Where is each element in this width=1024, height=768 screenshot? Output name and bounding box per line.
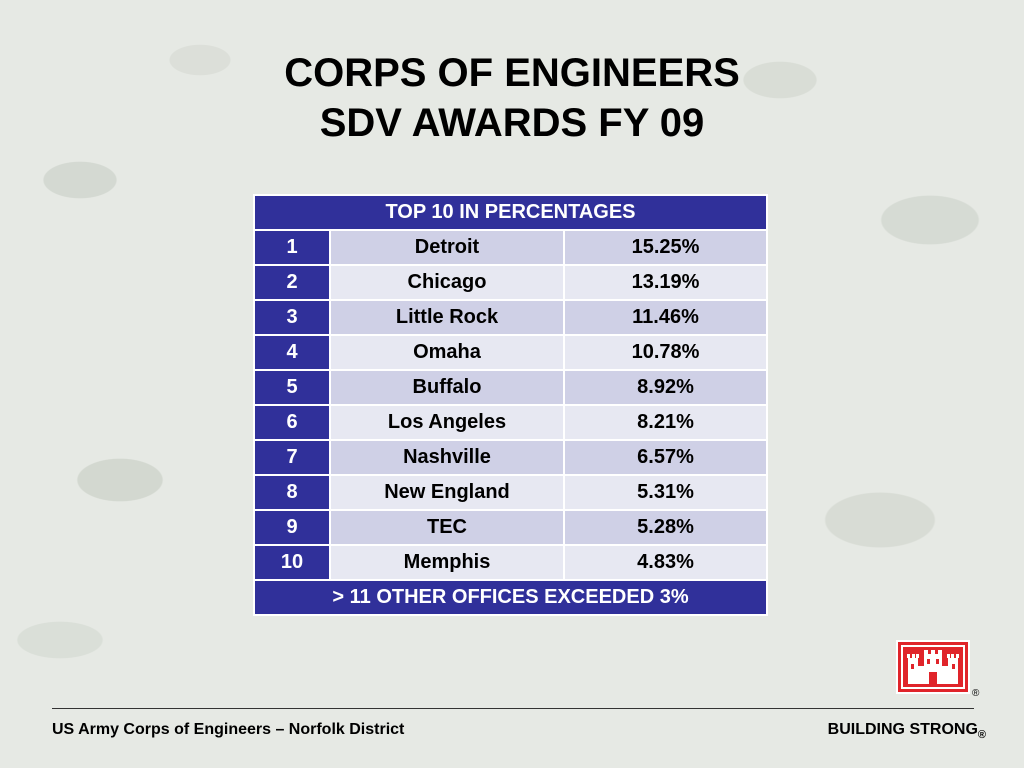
logo-registered-mark: ®	[972, 688, 980, 699]
rank-cell: 2	[253, 264, 331, 301]
table-header-row: TOP 10 IN PERCENTAGES	[253, 194, 768, 231]
rank-cell: 9	[253, 509, 331, 546]
rank-cell: 1	[253, 229, 331, 266]
office-cell: Nashville	[329, 439, 565, 476]
page-title: CORPS OF ENGINEERS SDV AWARDS FY 09	[0, 48, 1024, 148]
percent-cell: 15.25%	[563, 229, 768, 266]
table-row: 7 Nashville 6.57%	[253, 439, 768, 476]
footer-slogan: BUILDING STRONG®	[828, 721, 986, 741]
table-row: 3 Little Rock 11.46%	[253, 299, 768, 336]
table-row: 9 TEC 5.28%	[253, 509, 768, 546]
percent-cell: 5.28%	[563, 509, 768, 546]
percent-cell: 13.19%	[563, 264, 768, 301]
rank-cell: 4	[253, 334, 331, 371]
rank-cell: 3	[253, 299, 331, 336]
rank-cell: 8	[253, 474, 331, 511]
table-row: 4 Omaha 10.78%	[253, 334, 768, 371]
percent-cell: 4.83%	[563, 544, 768, 581]
percent-cell: 5.31%	[563, 474, 768, 511]
table-row: 6 Los Angeles 8.21%	[253, 404, 768, 441]
office-cell: Little Rock	[329, 299, 565, 336]
table-footer-note: > 11 OTHER OFFICES EXCEEDED 3%	[253, 579, 768, 616]
table-row: 10 Memphis 4.83%	[253, 544, 768, 581]
office-cell: TEC	[329, 509, 565, 546]
table-row: 5 Buffalo 8.92%	[253, 369, 768, 406]
office-cell: Chicago	[329, 264, 565, 301]
percent-cell: 10.78%	[563, 334, 768, 371]
castle-icon	[896, 640, 970, 694]
percent-cell: 11.46%	[563, 299, 768, 336]
castle-logo-graphic	[901, 645, 965, 689]
footer-slogan-text: BUILDING STRONG	[827, 721, 978, 738]
table-footer-row: > 11 OTHER OFFICES EXCEEDED 3%	[253, 579, 768, 616]
rank-cell: 5	[253, 369, 331, 406]
footer-registered-mark: ®	[977, 729, 986, 742]
office-cell: Los Angeles	[329, 404, 565, 441]
office-cell: New England	[329, 474, 565, 511]
table-row: 8 New England 5.31%	[253, 474, 768, 511]
footer-divider	[52, 708, 974, 709]
awards-table: TOP 10 IN PERCENTAGES 1 Detroit 15.25% 2…	[253, 194, 768, 616]
percent-cell: 8.92%	[563, 369, 768, 406]
rank-cell: 6	[253, 404, 331, 441]
rank-cell: 7	[253, 439, 331, 476]
office-cell: Memphis	[329, 544, 565, 581]
table-row: 2 Chicago 13.19%	[253, 264, 768, 301]
percent-cell: 6.57%	[563, 439, 768, 476]
office-cell: Detroit	[329, 229, 565, 266]
rank-cell: 10	[253, 544, 331, 581]
office-cell: Omaha	[329, 334, 565, 371]
office-cell: Buffalo	[329, 369, 565, 406]
percent-cell: 8.21%	[563, 404, 768, 441]
title-line-2: SDV AWARDS FY 09	[319, 101, 705, 145]
table-row: 1 Detroit 15.25%	[253, 229, 768, 266]
footer-organization: US Army Corps of Engineers – Norfolk Dis…	[52, 721, 405, 738]
table-header: TOP 10 IN PERCENTAGES	[253, 194, 768, 231]
title-line-1: CORPS OF ENGINEERS	[284, 51, 740, 95]
